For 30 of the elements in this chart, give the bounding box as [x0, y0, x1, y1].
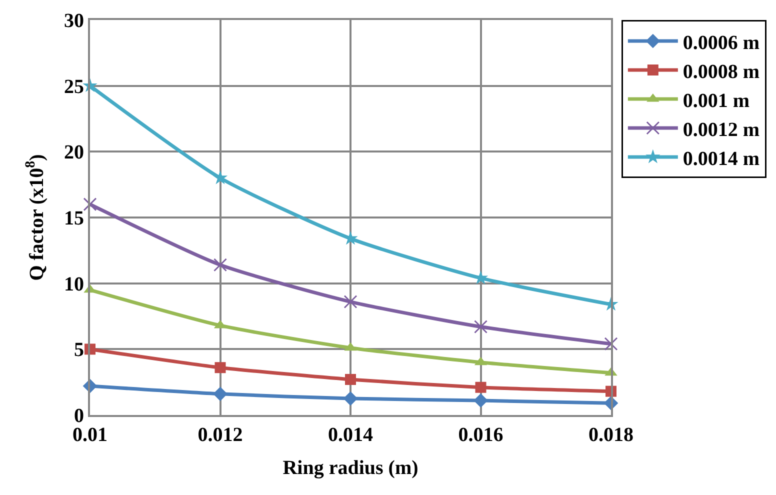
- y-tick-label: 30: [64, 10, 84, 32]
- legend-label: 0.0006 m: [682, 32, 760, 54]
- point: [604, 337, 618, 351]
- x-axis-title: Ring radius (m): [282, 457, 418, 479]
- point: [214, 258, 227, 272]
- point: [214, 362, 226, 374]
- y-tick-label: 15: [64, 208, 84, 230]
- legend-label: 0.0014 m: [682, 148, 760, 170]
- x-tick-label: 0.01: [72, 424, 108, 446]
- point: [474, 320, 488, 334]
- point: [475, 382, 486, 393]
- x-tick-label: 0.014: [328, 424, 373, 446]
- legend-label: 0.0008 m: [682, 60, 760, 83]
- point: [343, 391, 358, 406]
- x-tick-label: 0.012: [198, 424, 243, 446]
- legend-label: 0.0012 m: [682, 118, 760, 141]
- y-tick-label: 20: [64, 142, 84, 164]
- y-tick-label: 0: [74, 405, 84, 427]
- x-tick-label: 0.016: [458, 424, 504, 446]
- point: [212, 170, 228, 184]
- y-tick-label: 5: [74, 339, 84, 362]
- legend-label: 0.001 m: [682, 90, 750, 112]
- y-tick-label: 25: [64, 76, 84, 98]
- x-tick-label: 0.018: [588, 424, 634, 446]
- point: [345, 374, 356, 385]
- point: [474, 393, 488, 408]
- point: [213, 386, 228, 402]
- y-tick-label: 10: [64, 273, 84, 296]
- point: [83, 198, 97, 212]
- point: [344, 295, 358, 309]
